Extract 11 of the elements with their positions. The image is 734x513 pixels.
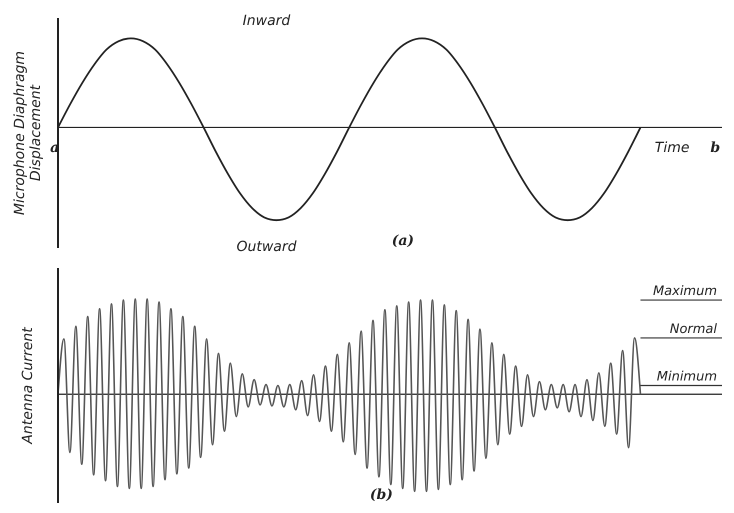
text: Outward: [236, 238, 296, 255]
text: Inward: [242, 12, 290, 28]
y-axis-title: Microphone Diaphragm Displacement: [11, 50, 45, 218]
ref-line-label: Minimum: [656, 370, 717, 384]
ref-line-label: Normal: [670, 322, 718, 337]
text: (a): [392, 232, 414, 248]
text: b: [710, 140, 720, 156]
annotation: (b): [370, 487, 393, 504]
y-axis-title: Antenna Current: [19, 326, 37, 446]
x-axis-title: Time: [654, 140, 690, 156]
ref-line-label: Maximum: [652, 284, 717, 300]
